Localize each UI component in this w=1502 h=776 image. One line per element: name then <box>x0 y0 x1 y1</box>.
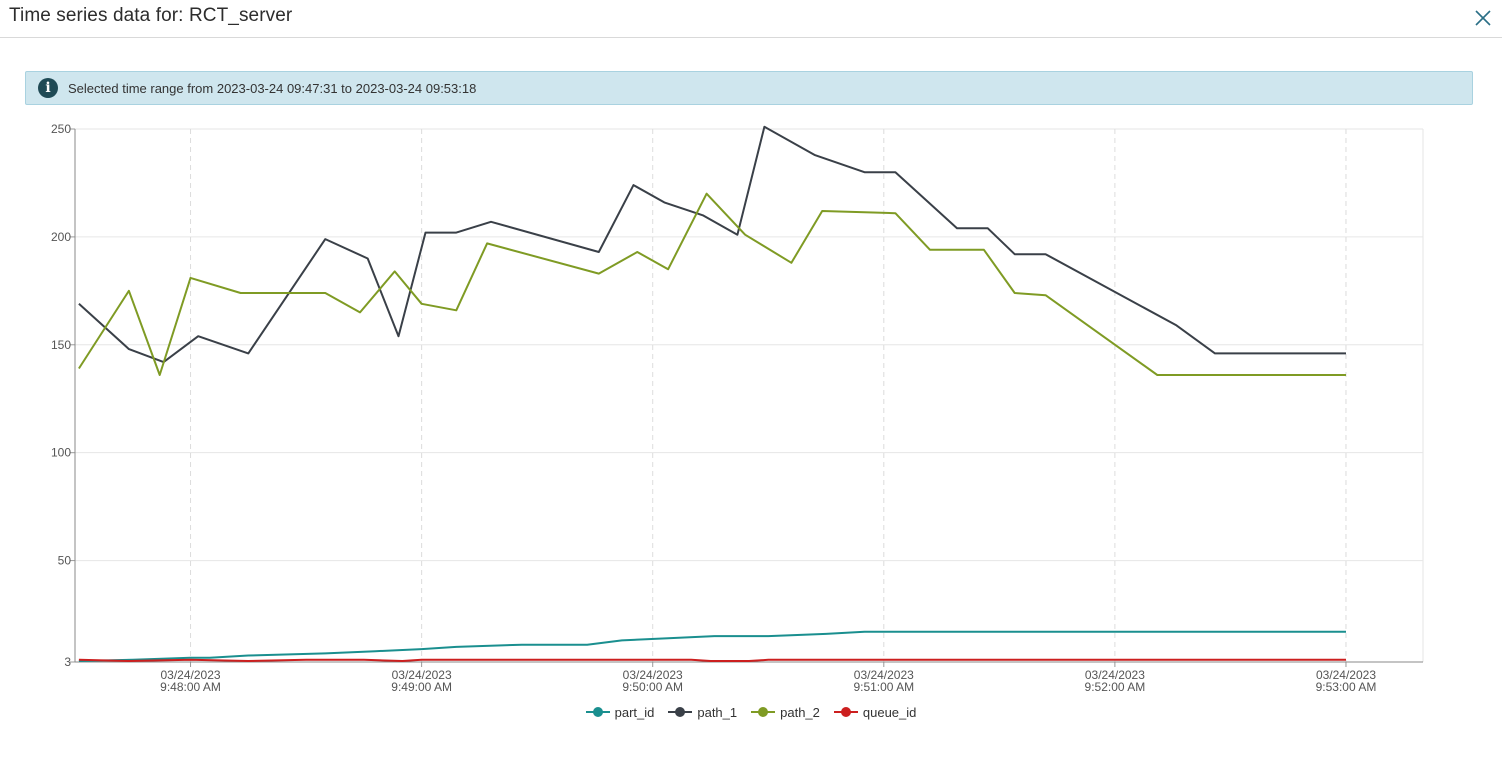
dialog-title: Time series data for: RCT_server <box>9 5 293 26</box>
legend-item-path-2[interactable]: path_2 <box>751 705 820 720</box>
x-tick-date-label: 03/24/2023 <box>1316 668 1376 682</box>
series-line-part-id <box>78 630 1346 662</box>
x-tick-date-label: 03/24/2023 <box>854 668 914 682</box>
info-icon: i <box>38 78 58 98</box>
legend-item-part-id[interactable]: part_id <box>585 704 655 720</box>
legend-swatch <box>668 706 693 718</box>
x-tick-time-label: 9:51:00 AM <box>853 680 914 694</box>
legend-swatch <box>585 706 610 718</box>
legend-label: path_2 <box>780 704 820 720</box>
y-tick-label: 150 <box>51 338 71 352</box>
x-tick-date-label: 03/24/2023 <box>392 668 452 682</box>
legend-label: path_1 <box>697 704 738 720</box>
y-tick-label: 200 <box>51 230 71 244</box>
info-banner: i Selected time range from 2023-03-24 09… <box>25 71 1473 105</box>
series-line-queue-id <box>78 658 1346 662</box>
legend-item-queue-id[interactable]: queue_id <box>833 704 917 720</box>
x-tick-time-label: 9:48:00 AM <box>160 680 221 694</box>
time-range-message: Selected time range from 2023-03-24 09:4… <box>68 81 477 96</box>
y-tick-label: 100 <box>51 446 71 460</box>
legend-item-path-1[interactable]: path_1 <box>668 705 737 720</box>
legend-label: queue_id <box>862 704 917 720</box>
x-tick-date-label: 03/24/2023 <box>161 668 221 682</box>
series-line-path-2 <box>78 192 1346 376</box>
x-tick-time-label: 9:50:00 AM <box>622 680 683 694</box>
x-tick-date-label: 03/24/2023 <box>623 668 683 682</box>
x-tick-time-label: 9:49:00 AM <box>391 680 452 694</box>
x-tick-time-label: 9:53:00 AM <box>1316 680 1377 694</box>
legend-swatch <box>833 706 858 718</box>
chart-legend: part_id path_1 path_2 queue_id <box>0 702 1502 722</box>
x-tick-date-label: 03/24/2023 <box>1085 668 1145 682</box>
legend-label: part_id <box>614 704 655 720</box>
y-tick-label: 250 <box>51 122 71 136</box>
y-tick-label: 3 <box>64 655 71 669</box>
x-tick-time-label: 9:52:00 AM <box>1085 680 1146 694</box>
legend-swatch <box>751 706 776 718</box>
dialog-header: Time series data for: RCT_server <box>0 0 1502 38</box>
close-icon[interactable] <box>1472 7 1494 29</box>
y-tick-label: 50 <box>58 554 72 568</box>
series-line-path-1 <box>78 125 1346 364</box>
